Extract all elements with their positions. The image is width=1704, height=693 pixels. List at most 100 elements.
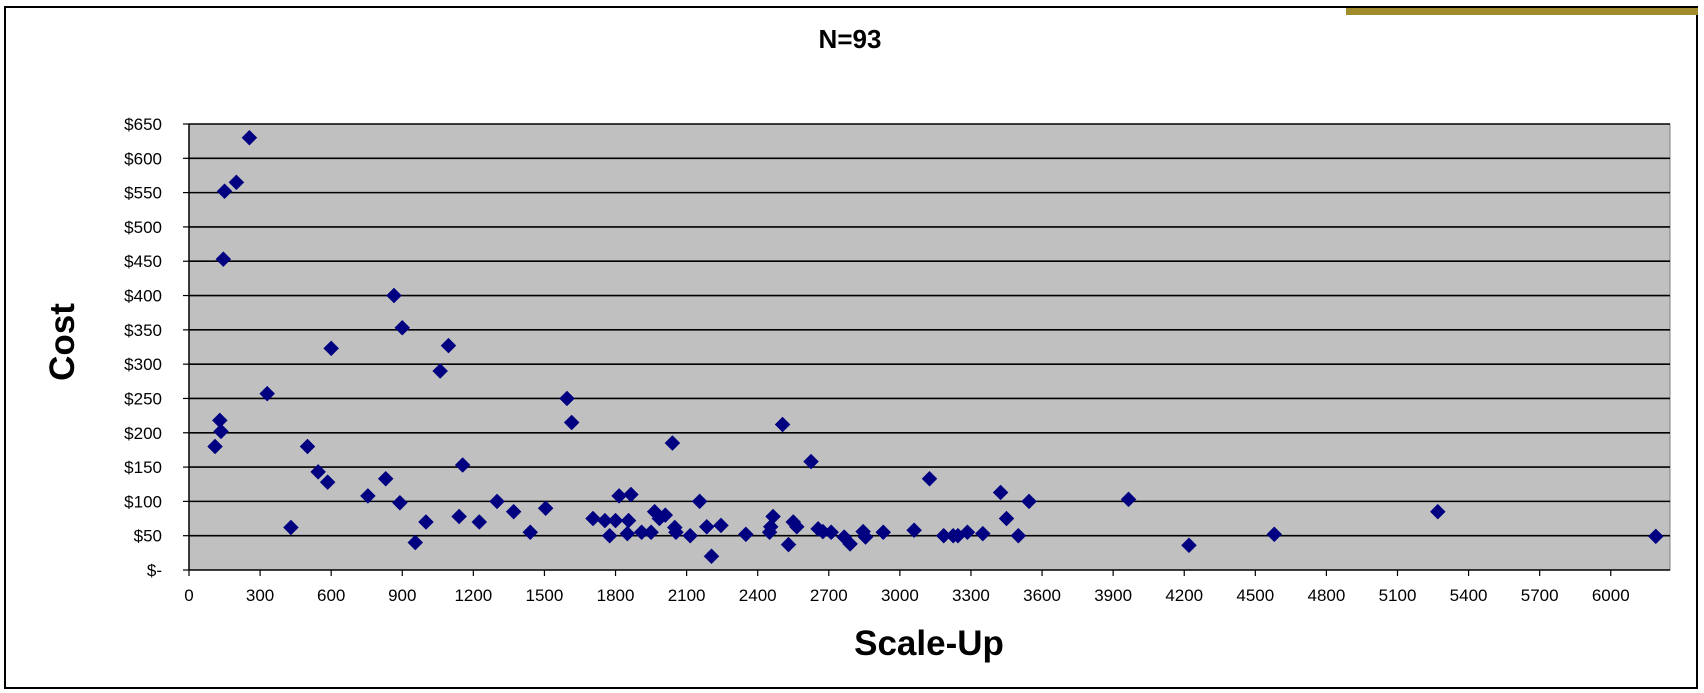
x-tick-label: 4800 [1307,586,1345,605]
data-point [386,287,402,304]
data-point [1010,527,1027,544]
data-point [698,518,715,535]
data-point [875,524,892,541]
data-point [703,548,720,565]
data-point [780,536,797,553]
x-tick-label: 5400 [1450,586,1488,605]
data-point [842,536,858,552]
x-tick-label: 3600 [1023,586,1061,605]
data-point [691,493,708,510]
data-point [522,524,539,541]
y-tick-label: $250 [124,389,162,408]
x-tick-label: 0 [184,586,193,605]
x-tick-label: 3300 [952,586,990,605]
data-point [959,524,976,541]
plot-area [188,123,1671,571]
data-point [668,524,684,541]
data-point [607,512,624,529]
accent-bar [1346,8,1698,15]
data-point [215,251,232,268]
data-point [643,524,659,541]
data-point [207,438,223,455]
data-point [1647,528,1664,545]
y-tick-label: $100 [124,492,162,511]
data-point [310,464,326,480]
data-point [788,518,805,535]
y-tick-label: $300 [124,355,162,374]
x-tick-label: 1800 [597,586,635,605]
y-tick-label: $500 [124,218,162,237]
x-tick-label: 6000 [1592,586,1630,605]
data-point [611,488,627,504]
data-point [454,457,471,473]
y-tick-label: $400 [124,287,162,306]
data-point [299,438,316,455]
data-point [319,474,336,491]
data-point [998,510,1015,527]
y-tick-label: $350 [124,321,162,340]
data-point [505,503,522,520]
x-tick-label: 3000 [881,586,919,605]
data-point [228,174,245,191]
x-tick-label: 5700 [1521,586,1559,605]
data-point [418,514,434,530]
y-tick-label: $550 [124,184,162,203]
y-tick-label: $600 [124,149,162,168]
data-point [623,486,639,503]
data-point [213,423,229,440]
data-point [559,390,575,407]
data-point [432,363,449,379]
x-tick-label: 2100 [668,586,706,605]
y-tick-label: $50 [134,527,162,546]
x-tick-label: 2400 [739,586,777,605]
data-point [471,514,488,530]
data-point [283,519,299,536]
data-points [207,129,1664,565]
data-point [216,183,233,200]
data-point [601,527,618,544]
data-point [738,526,754,543]
data-point [682,527,699,544]
y-tick-label: $- [147,561,162,580]
data-point [713,517,729,534]
data-point [992,484,1009,501]
data-point [537,500,554,517]
tick-labels: $- $50 $100 $150 $200 $250 $300 $350 $400 $450 $50… [124,115,1630,605]
data-point [803,453,819,470]
data-point [657,507,674,523]
data-point [620,512,637,529]
data-point [597,512,613,529]
data-point [823,524,840,541]
data-point [585,510,601,527]
data-point [489,493,505,510]
x-tick-label: 4200 [1165,586,1203,605]
x-tick-label: 300 [246,586,274,605]
y-tick-label: $450 [124,252,162,271]
x-tick-label: 600 [317,586,345,605]
data-point [563,414,580,431]
data-point [1266,526,1283,543]
y-tick-label: $200 [124,424,162,443]
y-tick-label: $150 [124,458,162,477]
axes [183,123,1670,576]
data-point [451,508,467,525]
data-point [762,518,779,535]
data-point [1021,493,1037,510]
data-point [323,340,340,357]
data-point [407,534,424,551]
x-tick-label: 900 [388,586,416,605]
y-axis-title: Cost [43,303,82,381]
data-point [259,385,276,402]
x-axis-title: Scale-Up [854,624,1004,663]
data-point [765,508,781,525]
data-point [974,525,991,542]
gridlines [189,123,1670,537]
data-point [1429,503,1446,520]
data-point [906,522,922,539]
data-point [241,129,258,146]
y-tick-label: $650 [124,115,162,134]
data-point [1181,537,1197,554]
data-point [392,494,408,511]
data-point [440,337,457,354]
data-point [394,319,411,336]
